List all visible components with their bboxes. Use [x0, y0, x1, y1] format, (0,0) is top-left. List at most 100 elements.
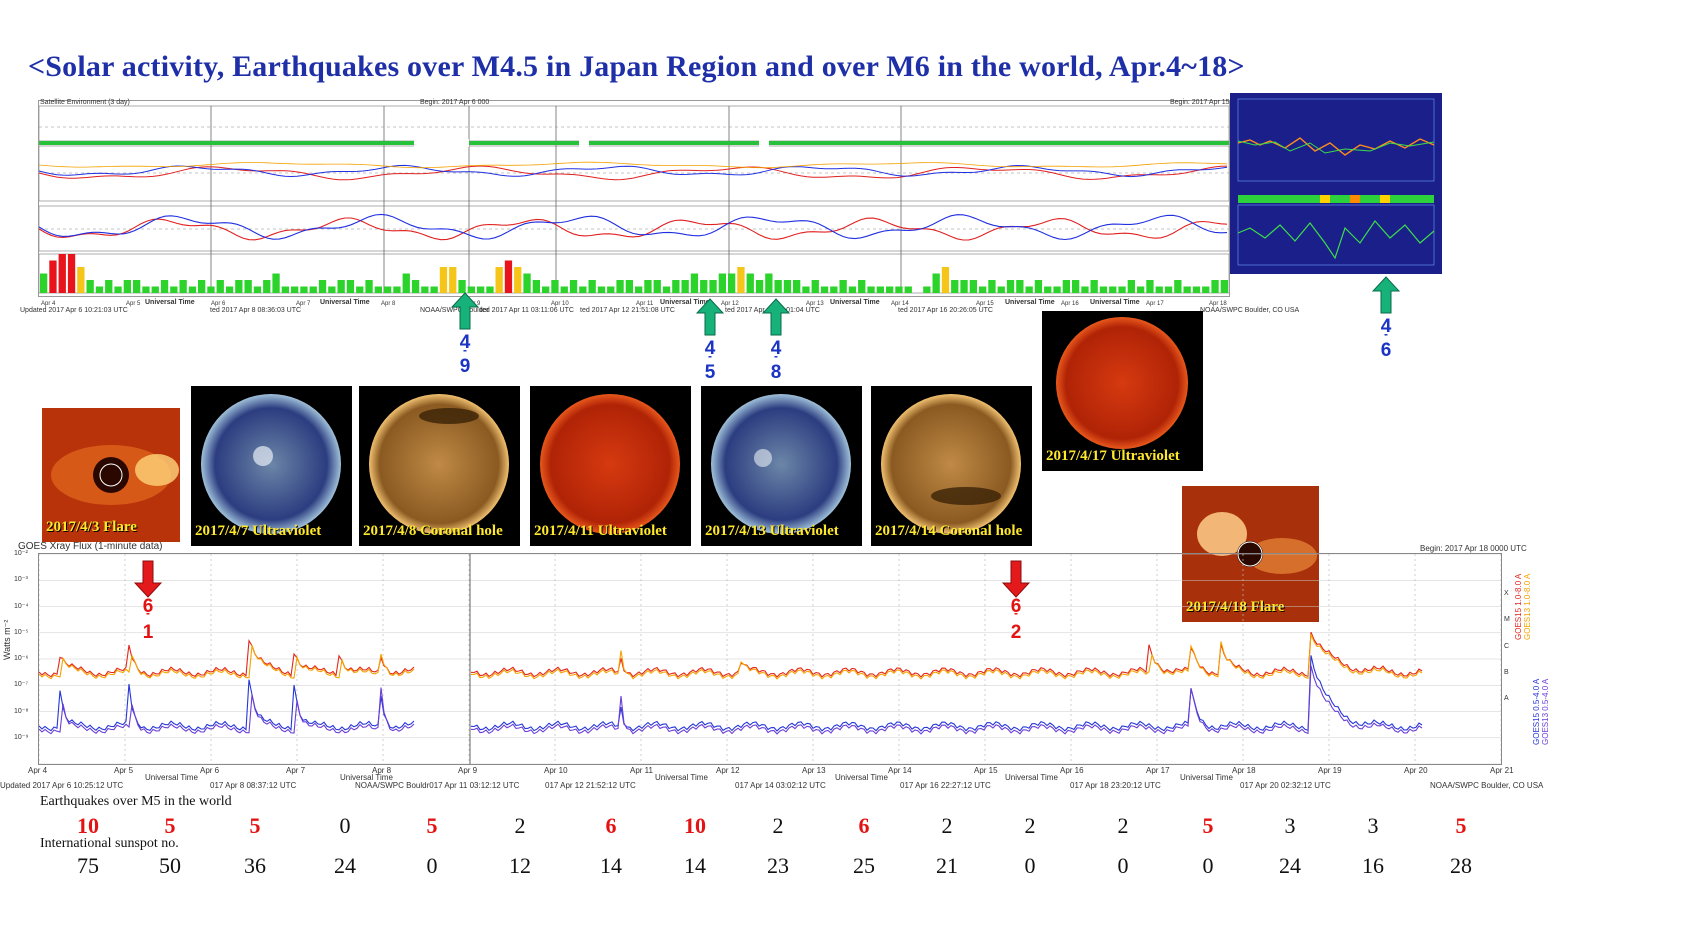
kp-bar — [198, 280, 206, 293]
kp-bar — [449, 267, 457, 293]
kp-bar — [523, 273, 531, 293]
sunspot-number-cell: 75 — [77, 853, 99, 878]
xray-x-tick: Apr 8 — [372, 766, 392, 775]
top-x-tick: Apr 18 — [1209, 301, 1227, 307]
kp-bar — [579, 286, 587, 293]
earthquake-count-cell: 5 — [164, 813, 176, 838]
xray-y-tick: 10⁻⁴ — [14, 602, 29, 610]
kp-bar — [1072, 280, 1080, 293]
kp-bar — [1146, 280, 1154, 293]
kp-bar — [728, 273, 736, 293]
kp-bar — [346, 280, 355, 293]
sunspot-row-label: International sunspot no. — [40, 836, 179, 851]
kp-bar — [662, 286, 671, 293]
kp-bar — [495, 267, 503, 293]
kp-bar — [179, 280, 187, 293]
xray-x-tick: Apr 11 — [630, 766, 653, 775]
xray-x-tick: Apr 21 — [1490, 766, 1514, 775]
kp-bar — [774, 280, 782, 293]
top-xlabel: Universal Time — [660, 299, 710, 306]
sunspot-number-cell: 14 — [684, 853, 706, 878]
top-x-tick: Apr 4 — [41, 301, 56, 307]
kp-bar — [384, 286, 392, 293]
kp-bar — [709, 280, 717, 293]
kp-bar — [188, 286, 197, 293]
kp-bar — [895, 286, 903, 293]
kp-bar — [467, 286, 475, 293]
kp-bar — [1155, 286, 1163, 293]
earthquake-count-cell: 5 — [249, 813, 261, 838]
xray-trace — [470, 665, 1423, 735]
sun-image — [881, 394, 1021, 534]
sun-image — [711, 394, 851, 534]
kp-bar — [77, 267, 85, 293]
thumbnail-caption: 2017/4/3 Flare — [46, 519, 137, 535]
thumbnail-caption: 2017/4/13 Ultraviolet — [705, 523, 839, 539]
thumbnail-caption: 2017/4/17 Ultraviolet — [1046, 448, 1180, 464]
xray-trace — [38, 645, 415, 680]
kp-bar — [951, 280, 959, 293]
top-xlabel: Universal Time — [1005, 299, 1055, 306]
sunspot-number-cell: 50 — [159, 853, 181, 878]
xray-legend-entry: GOES13 0.5-4.0 A — [1541, 678, 1550, 745]
xray-y-tick: 10⁻⁸ — [14, 707, 29, 715]
sunspot-number-cell: 25 — [853, 853, 875, 878]
kp-bar — [569, 280, 578, 293]
kp-bar — [1192, 286, 1201, 293]
japan-quake-arrow — [696, 298, 724, 336]
kp-bar — [700, 280, 708, 293]
sun-image — [540, 394, 680, 534]
kp-bar — [86, 280, 94, 293]
kp-bar — [40, 273, 48, 293]
xray-trace — [470, 655, 1423, 732]
kp-bar — [783, 280, 792, 293]
top-x-tick: Apr 14 — [891, 301, 909, 307]
xray-trace — [470, 634, 1423, 680]
top-x-tick: Apr 15 — [976, 301, 994, 307]
quake-sep: - — [1014, 606, 1018, 620]
kp-bar — [514, 267, 522, 293]
kp-bar — [1099, 286, 1108, 293]
earthquake-count-cell: 2 — [941, 813, 953, 838]
kp-bar — [932, 273, 940, 293]
xray-ylabel: Watts m⁻² — [2, 619, 12, 660]
quake-sep: - — [463, 343, 467, 357]
kp-bar — [941, 267, 950, 293]
thumbnail-coronal-hole-apr14: 2017/4/14 Coronal hole — [871, 386, 1032, 546]
earthquake-count-cell: 2 — [1117, 813, 1129, 838]
kp-bar — [765, 273, 773, 293]
top-updated-label: Updated 2017 Apr 6 10:21:03 UTC — [20, 307, 128, 314]
xray-xlabel: Universal Time — [145, 773, 198, 782]
kp-bar — [755, 280, 764, 293]
kp-bar — [1025, 286, 1033, 293]
xray-trace — [470, 631, 1423, 678]
quake-decimal-label: 1 — [142, 622, 154, 643]
top-x-tick: Apr 13 — [806, 301, 824, 307]
thumbnail-caption: 2017/4/14 Coronal hole — [875, 523, 1023, 539]
thumbnail-coronal-hole-apr8: 2017/4/8 Coronal hole — [359, 386, 520, 546]
xray-updated-label: 017 Apr 12 21:52:12 UTC — [545, 781, 636, 790]
kp-bar — [281, 286, 289, 293]
top-updated-label: NOAA/SWPC Boulder — [420, 307, 489, 314]
thumbnail-uv-apr13: 2017/4/13 Ultraviolet — [701, 386, 862, 546]
kp-bar — [504, 260, 513, 293]
kp-bar — [1034, 280, 1043, 293]
kp-bar — [309, 286, 317, 293]
xray-y-tick: 10⁻² — [14, 550, 28, 557]
kp-bar — [244, 280, 252, 293]
kp-bar — [1090, 280, 1098, 293]
coronagraph-image — [42, 408, 180, 542]
xray-chart — [38, 553, 1502, 765]
top-trace — [39, 217, 1228, 241]
kp-bar — [839, 280, 847, 293]
earthquake-count-cell: 0 — [339, 813, 351, 838]
world-quake-arrow — [134, 560, 162, 598]
thumbnail-uv-apr17: 2017/4/17 Ultraviolet — [1042, 311, 1203, 471]
top-xlabel: Universal Time — [1090, 299, 1140, 306]
sunspot-number-cell: 0 — [1117, 853, 1129, 878]
earthquake-count-cell: 5 — [426, 813, 438, 838]
top-updated-label: ted 2017 Apr 16 20:26:05 UTC — [898, 307, 993, 314]
sunspot-number-cell: 24 — [1279, 853, 1301, 878]
kp-bar — [746, 273, 754, 293]
japan-quake-arrow — [451, 292, 479, 330]
